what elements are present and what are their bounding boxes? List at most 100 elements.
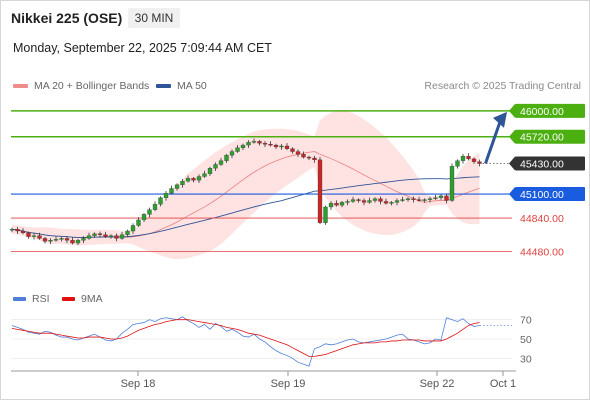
- bull-candle-body: [400, 199, 405, 201]
- candle: [185, 175, 191, 183]
- bull-candle-body: [9, 229, 15, 231]
- candle: [433, 194, 438, 201]
- candle: [224, 153, 229, 163]
- candle: [114, 233, 119, 242]
- candle: [130, 223, 136, 234]
- bear-candle-body: [471, 158, 477, 162]
- bull-candle-body: [152, 204, 158, 210]
- candle: [202, 170, 207, 178]
- legend-item-ma50: MA 50: [156, 80, 207, 92]
- candle: [328, 201, 334, 210]
- candle: [477, 159, 482, 167]
- level-badge-pointer: [509, 156, 515, 171]
- candle: [312, 155, 317, 163]
- bull-candle-body: [427, 198, 433, 200]
- candle: [317, 156, 323, 225]
- bull-candle-body: [218, 160, 224, 165]
- bull-candle-body: [48, 240, 53, 242]
- candle: [15, 227, 20, 234]
- bull-candle-body: [202, 173, 207, 177]
- bear-candle-body: [191, 178, 196, 181]
- legend-label: RSI: [32, 293, 50, 305]
- candle: [191, 176, 196, 183]
- level-label: 45100.00: [520, 189, 564, 201]
- candle: [37, 232, 42, 240]
- bull-candle-body: [92, 233, 97, 236]
- candle: [394, 198, 400, 206]
- bear-candle-body: [416, 199, 422, 201]
- bull-candle-body: [389, 202, 394, 204]
- bull-candle-body: [345, 201, 350, 203]
- bull-candle-body: [174, 184, 180, 189]
- bear-candle-body: [356, 199, 361, 201]
- x-tick-label: Oct 1: [490, 378, 516, 390]
- candle: [240, 143, 246, 150]
- bear-candle-body: [334, 203, 339, 206]
- bull-candle-body: [86, 235, 92, 239]
- legend-label: MA 20 + Bollinger Bands: [34, 80, 150, 92]
- bear-candle-body: [26, 232, 31, 237]
- bull-candle-body: [213, 164, 218, 169]
- legend-label: MA 50: [177, 80, 207, 92]
- bull-candle-body: [455, 160, 460, 167]
- candle: [471, 157, 477, 164]
- timeframe-badge[interactable]: 30 MIN: [128, 8, 180, 28]
- bear-candle-body: [70, 240, 75, 244]
- candle: [466, 153, 471, 161]
- bull-candle-body: [339, 202, 345, 206]
- bear-candle-body: [37, 235, 42, 239]
- bear-candle-body: [284, 145, 290, 149]
- bull-candle-body: [130, 225, 136, 232]
- level-badge-pointer: [509, 129, 515, 144]
- projection-arrow-head: [493, 111, 507, 128]
- bull-candle-body: [235, 147, 240, 152]
- bull-candle-body: [119, 234, 125, 239]
- bull-candle-body: [246, 142, 251, 146]
- bull-candle-body: [163, 192, 169, 198]
- candle: [383, 198, 389, 205]
- bear-candle-body: [361, 200, 367, 203]
- candle: [48, 238, 53, 245]
- candle: [389, 200, 394, 206]
- bull-candle-body: [136, 219, 141, 226]
- bear-candle-body: [262, 143, 268, 145]
- projection-arrow-shaft: [484, 121, 502, 165]
- rsi-tick-label: 50: [520, 334, 532, 346]
- level-badge: 46000.00: [509, 103, 585, 118]
- candle: [207, 166, 213, 176]
- legend-item-rsi: RSI: [13, 293, 50, 305]
- candle: [427, 196, 433, 203]
- bear-candle-body: [466, 156, 471, 160]
- candle: [229, 149, 235, 159]
- candle: [268, 141, 273, 147]
- legend-swatch: [156, 84, 171, 88]
- legend-swatch: [13, 297, 26, 301]
- candle: [31, 233, 37, 240]
- bear-candle-body: [317, 159, 323, 223]
- candle: [174, 183, 180, 191]
- candle: [350, 196, 356, 203]
- candle: [444, 193, 449, 204]
- level-label: 44840.00: [520, 213, 564, 225]
- bull-candle-body: [158, 197, 163, 205]
- bull-candle-body: [372, 198, 378, 201]
- level-label: 46000.00: [520, 106, 564, 118]
- credit-text: Research © 2025 Trading Central: [424, 80, 581, 92]
- candle: [345, 199, 350, 206]
- bull-candle-body: [207, 168, 213, 174]
- candle: [400, 196, 405, 202]
- candle: [213, 162, 218, 172]
- level-badge-pointer: [509, 103, 515, 118]
- candle: [361, 198, 367, 206]
- candle: [284, 143, 290, 151]
- candle: [372, 197, 378, 203]
- bear-candle-body: [15, 229, 20, 232]
- candle: [152, 201, 158, 212]
- bull-candle-body: [405, 198, 411, 200]
- level-badge: 45100.00: [509, 187, 585, 202]
- candle: [108, 234, 114, 239]
- level-badge-bg: [515, 156, 585, 171]
- candle: [251, 138, 257, 144]
- candle: [301, 151, 306, 159]
